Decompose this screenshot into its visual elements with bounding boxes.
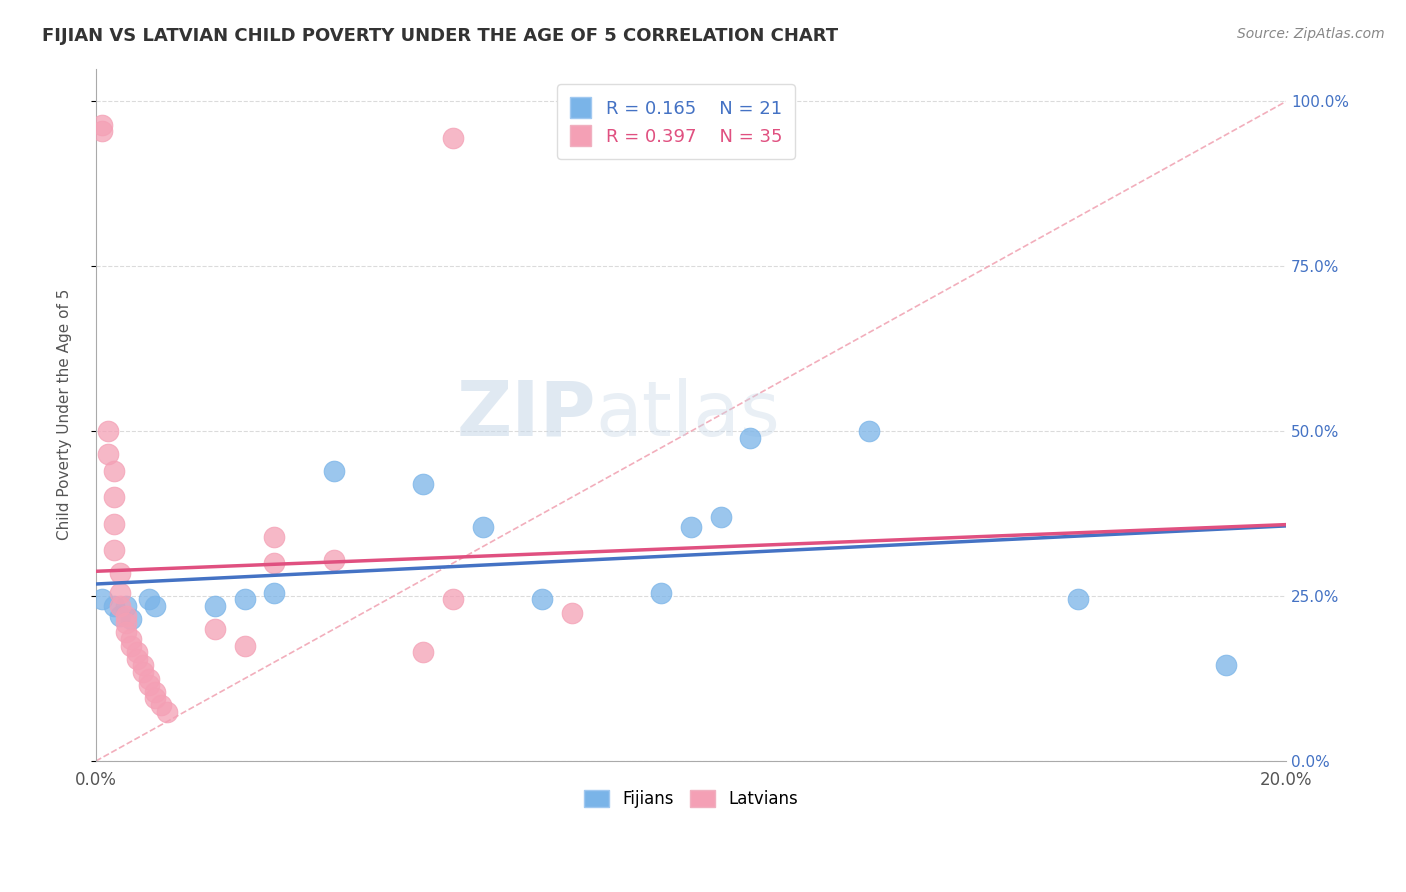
Point	[103, 543, 125, 558]
Point	[531, 592, 554, 607]
Point	[97, 447, 120, 461]
Point	[97, 425, 120, 439]
Point	[858, 425, 880, 439]
Point	[114, 625, 136, 640]
Point	[103, 464, 125, 478]
Point	[108, 599, 131, 613]
Point	[90, 592, 112, 607]
Point	[412, 645, 434, 659]
Point	[679, 520, 702, 534]
Point	[204, 622, 226, 636]
Point	[90, 118, 112, 132]
Point	[150, 698, 173, 712]
Point	[108, 566, 131, 580]
Point	[132, 658, 155, 673]
Point	[138, 592, 160, 607]
Point	[441, 130, 464, 145]
Point	[412, 477, 434, 491]
Point	[114, 615, 136, 630]
Point	[103, 599, 125, 613]
Point	[156, 705, 179, 719]
Point	[263, 586, 285, 600]
Point	[143, 685, 166, 699]
Point	[204, 599, 226, 613]
Point	[561, 606, 583, 620]
Point	[1215, 658, 1237, 673]
Point	[103, 516, 125, 531]
Point	[121, 612, 143, 626]
Text: atlas: atlas	[596, 378, 780, 452]
Point	[143, 691, 166, 706]
Text: ZIP: ZIP	[456, 378, 596, 452]
Point	[650, 586, 672, 600]
Point	[114, 609, 136, 624]
Point	[108, 609, 131, 624]
Point	[441, 592, 464, 607]
Y-axis label: Child Poverty Under the Age of 5: Child Poverty Under the Age of 5	[58, 289, 72, 541]
Point	[233, 592, 256, 607]
Point	[114, 599, 136, 613]
Point	[471, 520, 494, 534]
Text: FIJIAN VS LATVIAN CHILD POVERTY UNDER THE AGE OF 5 CORRELATION CHART: FIJIAN VS LATVIAN CHILD POVERTY UNDER TH…	[42, 27, 838, 45]
Text: Source: ZipAtlas.com: Source: ZipAtlas.com	[1237, 27, 1385, 41]
Point	[121, 639, 143, 653]
Point	[90, 124, 112, 138]
Point	[322, 464, 344, 478]
Point	[143, 599, 166, 613]
Point	[138, 678, 160, 692]
Point	[121, 632, 143, 646]
Legend: Fijians, Latvians: Fijians, Latvians	[576, 783, 804, 815]
Point	[740, 431, 762, 445]
Point	[138, 672, 160, 686]
Point	[132, 665, 155, 679]
Point	[127, 645, 149, 659]
Point	[1066, 592, 1088, 607]
Point	[103, 490, 125, 504]
Point	[710, 510, 733, 524]
Point	[322, 553, 344, 567]
Point	[108, 586, 131, 600]
Point	[233, 639, 256, 653]
Point	[263, 530, 285, 544]
Point	[127, 652, 149, 666]
Point	[263, 556, 285, 570]
